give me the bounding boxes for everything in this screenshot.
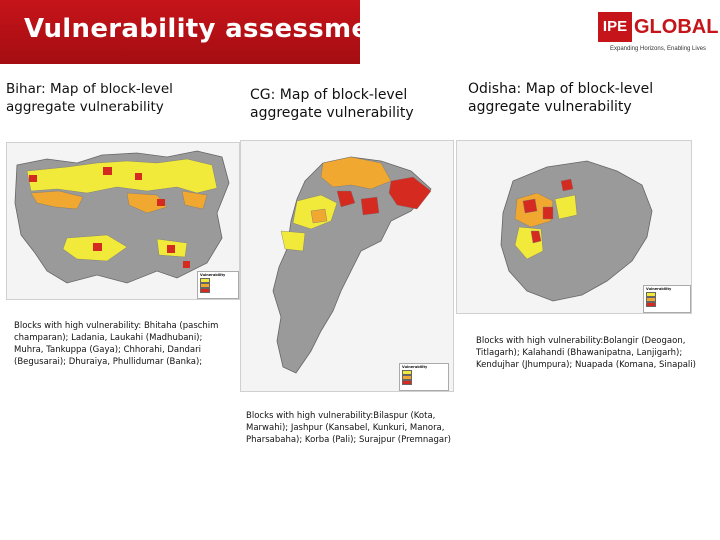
legend-swatch: [646, 292, 656, 297]
cg-blocks-high: [336, 176, 432, 216]
bihar-blocks-low: [26, 158, 218, 194]
legend-swatch: [646, 302, 656, 307]
logo-word: GLOBAL: [634, 16, 719, 38]
block-high: [93, 243, 102, 251]
block-high: [157, 199, 165, 206]
legend-swatch: [402, 370, 412, 375]
block-high: [103, 167, 112, 175]
legend-title: Vulnerability: [200, 273, 226, 277]
odisha-map: Vulnerability: [456, 140, 692, 314]
odisha-description: Blocks with high vulnerability:Bolangir …: [476, 336, 696, 370]
legend-row-low: [400, 370, 448, 375]
cg-map-graphic: [272, 156, 432, 374]
bihar-blocks-high: [29, 167, 190, 268]
legend-row-high: [644, 302, 690, 307]
bihar-blocks-low-south: [62, 234, 188, 262]
odisha-blocks-high: [522, 178, 574, 244]
legend-swatch: [402, 375, 412, 380]
legend-row-high: [198, 288, 238, 293]
legend-row-low: [198, 278, 238, 283]
odisha-map-graphic: [500, 160, 653, 302]
odisha-blocks-low: [514, 194, 578, 260]
legend-swatch: [200, 283, 210, 288]
slide-title-bar: Vulnerability assessment: [0, 0, 401, 64]
block-high: [135, 173, 142, 180]
ipe-global-logo: IPE GLOBAL Expanding Horizons, Enabling …: [598, 10, 718, 60]
cg-blocks-moderate-2: [310, 208, 328, 224]
odisha-legend: Vulnerability: [643, 285, 691, 313]
legend-title: Vulnerability: [646, 287, 672, 291]
bihar-legend: Vulnerability: [197, 271, 239, 299]
bihar-map: Vulnerability: [6, 142, 240, 300]
legend-title: Vulnerability: [402, 365, 428, 369]
logo-tagline: Expanding Horizons, Enabling Lives: [610, 46, 707, 52]
block-high: [29, 175, 37, 182]
bihar-description: Blocks with high vulnerability: Bhitaha …: [14, 321, 219, 367]
cg-blocks-low: [280, 194, 338, 252]
bihar-map-graphic: [14, 150, 230, 284]
legend-swatch: [200, 278, 210, 283]
legend-row-high: [400, 380, 448, 385]
cg-heading: CG: Map of block-level aggregate vulnera…: [250, 87, 414, 121]
odisha-heading: Odisha: Map of block-level aggregate vul…: [468, 81, 654, 115]
legend-row-moderate: [400, 375, 448, 380]
legend-swatch: [646, 297, 656, 302]
legend-swatch: [200, 288, 210, 293]
legend-row-moderate: [198, 283, 238, 288]
legend-row-low: [644, 292, 690, 297]
cg-description: Blocks with high vulnerability:Bilaspur …: [246, 411, 451, 445]
slide-title: Vulnerability assessment: [24, 14, 401, 44]
legend-row-moderate: [644, 297, 690, 302]
block-high: [167, 245, 175, 253]
cg-blocks-moderate: [320, 156, 392, 190]
cg-map: Vulnerability: [240, 140, 454, 392]
logo-mark: IPE: [598, 12, 632, 42]
bihar-heading: Bihar: Map of block-level aggregate vuln…: [6, 81, 173, 115]
cg-legend: Vulnerability: [399, 363, 449, 391]
bihar-blocks-moderate: [30, 190, 208, 214]
legend-swatch: [402, 380, 412, 385]
block-high: [183, 261, 190, 268]
